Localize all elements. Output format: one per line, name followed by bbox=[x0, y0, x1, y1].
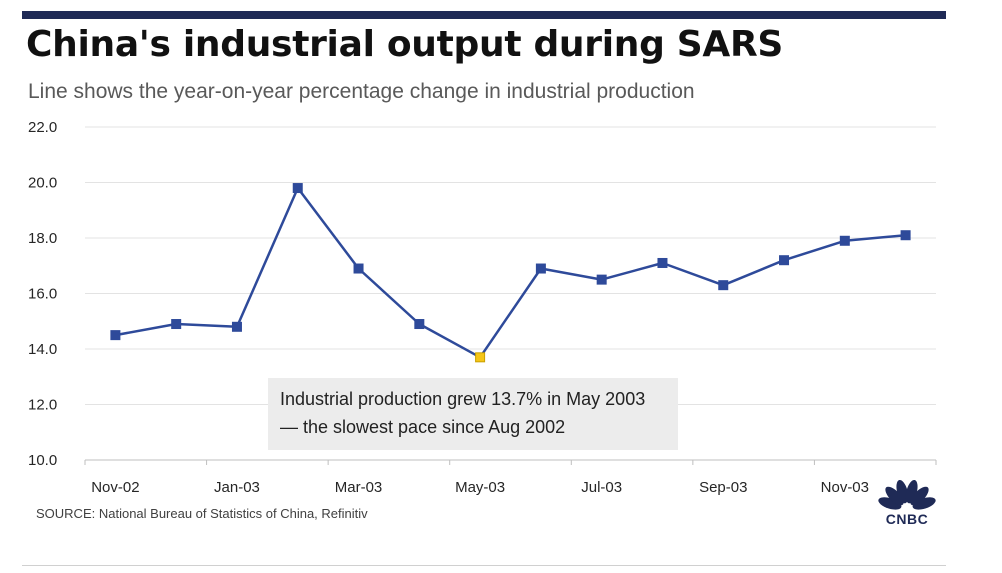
top-accent-bar bbox=[22, 11, 946, 19]
x-tick-label-May-03: May-03 bbox=[455, 479, 505, 496]
peacock-feathers bbox=[878, 479, 936, 511]
data-point-Apr-03 bbox=[414, 319, 425, 330]
x-axis bbox=[84, 459, 937, 465]
series-line bbox=[115, 186, 906, 359]
y-tick-label-18.0: 18.0 bbox=[28, 230, 57, 247]
data-point-Oct-03 bbox=[779, 255, 790, 266]
data-point-Aug-03 bbox=[657, 257, 668, 268]
y-tick-label-10.0: 10.0 bbox=[28, 452, 57, 469]
bottom-rule bbox=[22, 565, 946, 566]
data-point-Sep-03 bbox=[718, 280, 729, 291]
x-tick-label-Jul-03: Jul-03 bbox=[581, 479, 622, 496]
data-point-Jan-03 bbox=[231, 321, 242, 332]
y-tick-label-20.0: 20.0 bbox=[28, 175, 57, 192]
peacock-feather bbox=[910, 486, 929, 506]
x-tick-label-Mar-03: Mar-03 bbox=[335, 479, 383, 496]
y-tick-label-16.0: 16.0 bbox=[28, 286, 57, 303]
x-tick-label-Jan-03: Jan-03 bbox=[214, 479, 260, 496]
data-point-Nov-02 bbox=[110, 330, 121, 341]
data-point-Nov-03 bbox=[839, 235, 850, 246]
grid-lines bbox=[85, 126, 936, 405]
x-tick-label-Nov-02: Nov-02 bbox=[91, 479, 139, 496]
x-tick-label-Nov-03: Nov-03 bbox=[821, 479, 869, 496]
data-point-Jul-03 bbox=[596, 274, 607, 285]
peacock-feather bbox=[912, 497, 936, 510]
peacock-feather bbox=[896, 479, 909, 504]
peacock-feather bbox=[885, 486, 904, 506]
y-tick-label-12.0: 12.0 bbox=[28, 397, 57, 414]
y-tick-label-14.0: 14.0 bbox=[28, 341, 57, 358]
data-point-Jun-03 bbox=[535, 263, 546, 274]
source-note: SOURCE: National Bureau of Statistics of… bbox=[36, 506, 368, 521]
peacock-body bbox=[904, 503, 910, 511]
data-point-Feb-03 bbox=[292, 183, 303, 194]
series-line-layer bbox=[115, 186, 906, 359]
chart-subtitle: Line shows the year-on-year percentage c… bbox=[28, 80, 695, 103]
x-tick-label-Sep-03: Sep-03 bbox=[699, 479, 747, 496]
y-tick-label-22.0: 22.0 bbox=[28, 119, 57, 136]
x-axis-tick-labels: Nov-02 Jan-03 Mar-03 May-03 Jul-03 Sep-03 Nov-… bbox=[91, 479, 869, 496]
data-point-Dec-03 bbox=[900, 230, 911, 241]
series-markers bbox=[110, 183, 911, 363]
data-point-Dec-02 bbox=[171, 319, 182, 330]
chart-title: China's industrial output during SARS bbox=[26, 24, 784, 65]
cnbc-wordmark: CNBC bbox=[885, 511, 929, 527]
y-axis-tick-labels: 10.0 12.0 14.0 16.0 18.0 20.0 22.0 bbox=[28, 119, 57, 469]
cnbc-peacock-icon bbox=[878, 479, 936, 511]
highlight-data-point bbox=[475, 352, 486, 363]
annotation-box: Industrial production grew 13.7% in May … bbox=[268, 378, 678, 450]
data-point-Mar-03 bbox=[353, 263, 364, 274]
